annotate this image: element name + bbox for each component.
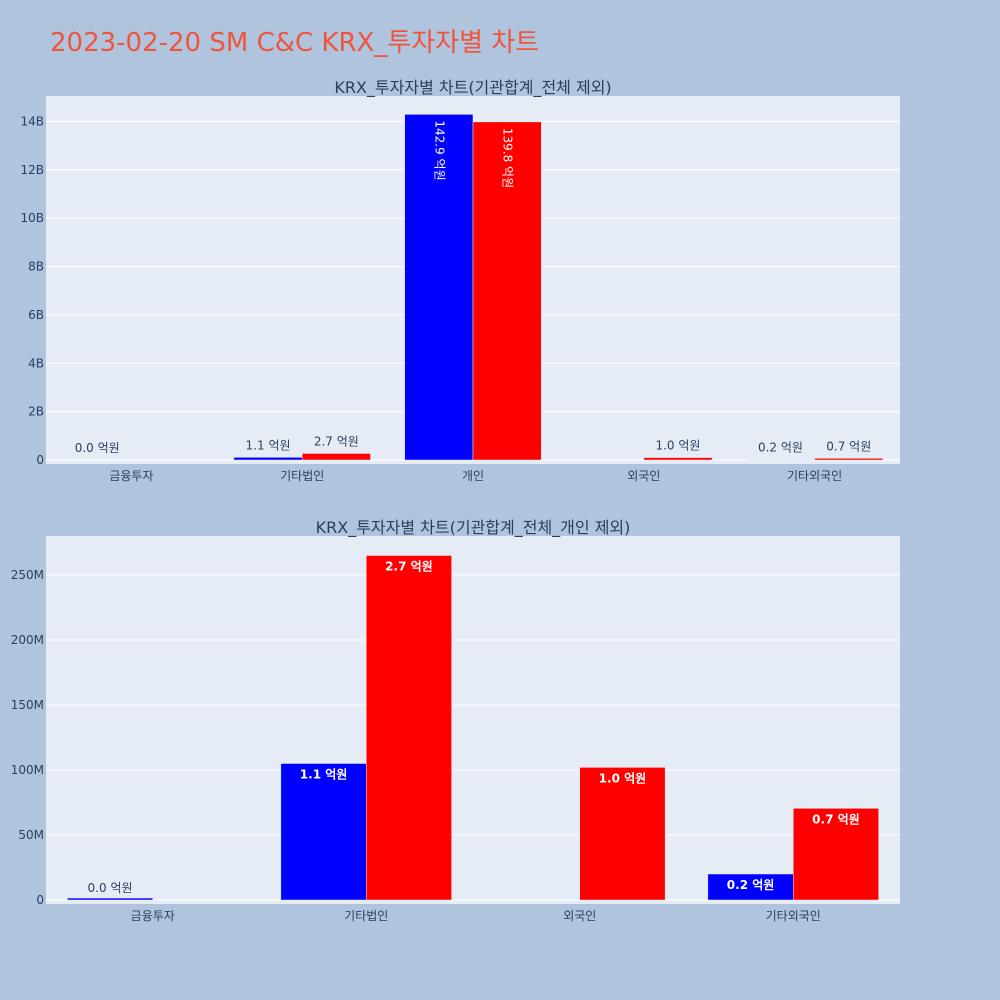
data-label: 0.2 억원 xyxy=(727,878,775,892)
y-tick-label: 150M xyxy=(11,698,44,712)
chart-1: KRX_투자자별 차트(기관합계_전체 제외) 0 2B 4B 6B 8B 10B 12B 14… xyxy=(20,78,900,483)
y-tick-label: 12B xyxy=(20,163,44,177)
y-tick-label: 2B xyxy=(28,405,44,419)
y-tick-label: 200M xyxy=(11,633,44,647)
data-label: 1.1 억원 xyxy=(300,768,348,782)
plot-area xyxy=(46,536,900,904)
y-tick-label: 14B xyxy=(20,114,44,128)
data-label: 1.1 억원 xyxy=(246,438,291,452)
data-label: 0.0 억원 xyxy=(75,441,120,455)
x-tick-label: 외국인 xyxy=(627,469,660,483)
bar[interactable] xyxy=(280,763,367,901)
y-tick-label: 0 xyxy=(36,893,44,907)
bar[interactable] xyxy=(233,457,303,461)
page-title: 2023-02-20 SM C&C KRX_투자자별 차트 xyxy=(50,28,540,58)
data-label: 0.2 억원 xyxy=(758,441,803,455)
bar[interactable] xyxy=(301,453,371,461)
x-tick-label: 외국인 xyxy=(563,909,596,923)
chart-title: KRX_투자자별 차트(기관합계_전체 제외) xyxy=(334,78,611,98)
chart-2: KRX_투자자별 차트(기관합계_전체_개인 제외) 0 50M 100M 150M 20… xyxy=(11,518,900,923)
data-label: 0.0 억원 xyxy=(88,881,133,895)
bar[interactable] xyxy=(366,555,452,901)
x-tick-label: 금융투자 xyxy=(109,469,153,483)
bar[interactable] xyxy=(579,767,666,901)
bar[interactable] xyxy=(472,121,542,461)
bar[interactable] xyxy=(814,458,884,461)
x-tick-label: 금융투자 xyxy=(131,909,175,923)
y-tick-label: 8B xyxy=(28,260,44,274)
x-tick-label: 기타외국인 xyxy=(766,909,821,923)
bar[interactable] xyxy=(67,897,153,901)
y-tick-label: 100M xyxy=(11,763,44,777)
bar[interactable] xyxy=(404,114,474,461)
data-label: 142.9 억원 xyxy=(432,120,446,180)
data-label: 2.7 억원 xyxy=(314,434,359,448)
bar[interactable] xyxy=(707,873,794,901)
y-tick-label: 0 xyxy=(36,453,44,467)
y-tick-label: 10B xyxy=(20,211,44,225)
chart-title: KRX_투자자별 차트(기관합계_전체_개인 제외) xyxy=(316,518,631,538)
x-tick-label: 개인 xyxy=(462,469,484,483)
data-label: 1.0 억원 xyxy=(655,439,700,453)
data-label: 2.7 억원 xyxy=(385,560,433,574)
bar[interactable] xyxy=(793,808,879,901)
y-tick-label: 250M xyxy=(11,568,44,582)
data-label: 0.7 억원 xyxy=(826,439,871,453)
data-label: 0.7 억원 xyxy=(812,812,860,826)
y-tick-label: 6B xyxy=(28,308,44,322)
x-tick-label: 기타법인 xyxy=(280,469,324,483)
y-tick-label: 4B xyxy=(28,356,44,370)
y-tick-label: 50M xyxy=(18,828,44,842)
bar[interactable] xyxy=(643,457,713,461)
data-label: 1.0 억원 xyxy=(599,771,647,785)
x-tick-label: 기타법인 xyxy=(344,909,388,923)
x-tick-label: 기타외국인 xyxy=(787,469,842,483)
data-label: 139.8 억원 xyxy=(501,128,515,188)
